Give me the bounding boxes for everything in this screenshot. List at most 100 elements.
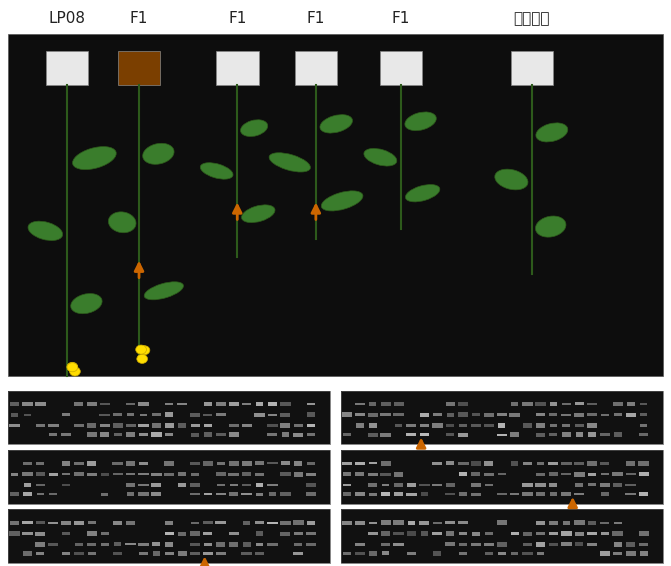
Bar — [394, 492, 403, 496]
Bar — [498, 552, 505, 555]
Bar — [138, 402, 149, 406]
Bar — [420, 424, 429, 427]
Bar — [445, 493, 455, 495]
Bar — [368, 413, 378, 417]
Bar — [343, 472, 351, 476]
Bar — [472, 531, 480, 535]
Bar — [343, 484, 351, 486]
Bar — [229, 423, 239, 427]
Bar — [204, 492, 212, 495]
Bar — [394, 402, 403, 406]
Bar — [446, 531, 454, 536]
Bar — [268, 402, 276, 406]
Bar — [537, 462, 544, 465]
Bar — [100, 402, 110, 405]
Bar — [152, 492, 161, 496]
Bar — [419, 413, 429, 417]
Bar — [536, 432, 545, 436]
Bar — [49, 433, 57, 436]
Circle shape — [136, 345, 146, 354]
Bar — [74, 461, 84, 465]
Bar — [640, 413, 648, 416]
Bar — [588, 521, 596, 525]
Bar — [588, 483, 596, 486]
Bar — [242, 473, 251, 476]
Bar — [601, 492, 609, 496]
Bar — [600, 483, 610, 487]
Bar — [307, 434, 315, 436]
Ellipse shape — [321, 191, 363, 211]
Bar — [88, 552, 96, 555]
Bar — [368, 462, 377, 465]
Bar — [166, 413, 173, 417]
Bar — [586, 543, 597, 546]
Bar — [613, 531, 623, 536]
Bar — [432, 423, 443, 428]
Ellipse shape — [535, 216, 566, 237]
Bar — [100, 423, 110, 427]
Bar — [497, 434, 507, 436]
Ellipse shape — [495, 169, 528, 190]
Bar — [204, 424, 212, 427]
Bar — [306, 473, 316, 475]
Bar — [229, 542, 238, 547]
Bar — [280, 402, 291, 405]
Bar — [561, 414, 571, 416]
Bar — [638, 461, 649, 466]
Bar — [471, 543, 481, 546]
Bar — [458, 462, 468, 465]
Bar — [268, 414, 276, 416]
Bar — [380, 473, 391, 476]
Bar — [294, 532, 303, 535]
Bar — [511, 461, 519, 466]
Bar — [203, 461, 213, 466]
Bar — [191, 432, 199, 437]
Ellipse shape — [536, 123, 568, 142]
Bar — [113, 462, 123, 465]
Bar — [639, 551, 648, 556]
Bar — [165, 533, 174, 535]
Bar — [343, 433, 351, 436]
Bar — [307, 492, 316, 496]
Bar — [293, 521, 303, 525]
Bar — [23, 462, 32, 465]
Text: F1: F1 — [307, 11, 325, 27]
Bar — [215, 552, 226, 555]
Bar — [380, 413, 391, 417]
Ellipse shape — [364, 148, 397, 166]
Bar — [22, 402, 33, 406]
Bar — [395, 424, 403, 427]
Bar — [459, 543, 468, 546]
Bar — [151, 432, 162, 437]
Bar — [535, 483, 546, 487]
Bar — [229, 484, 238, 486]
Bar — [267, 522, 278, 524]
Ellipse shape — [405, 185, 440, 202]
Bar — [101, 532, 109, 535]
Bar — [204, 432, 212, 437]
Bar — [36, 493, 44, 495]
Bar — [140, 552, 148, 555]
Bar — [562, 432, 570, 437]
Bar — [138, 543, 149, 546]
Bar — [342, 462, 352, 465]
Bar — [74, 401, 83, 406]
Bar — [87, 531, 97, 536]
Bar — [523, 492, 533, 496]
Bar — [472, 413, 480, 417]
Bar — [419, 484, 429, 486]
Bar — [10, 402, 19, 406]
Bar — [203, 521, 213, 524]
Bar — [523, 531, 532, 535]
Bar — [626, 413, 635, 417]
Circle shape — [139, 346, 150, 355]
Bar — [203, 532, 213, 535]
Bar — [280, 531, 291, 535]
Bar — [113, 414, 122, 416]
Bar — [243, 521, 250, 525]
Bar — [536, 492, 545, 496]
Bar — [165, 521, 173, 525]
Bar — [472, 472, 480, 476]
Bar — [242, 552, 252, 555]
Bar — [229, 532, 239, 535]
